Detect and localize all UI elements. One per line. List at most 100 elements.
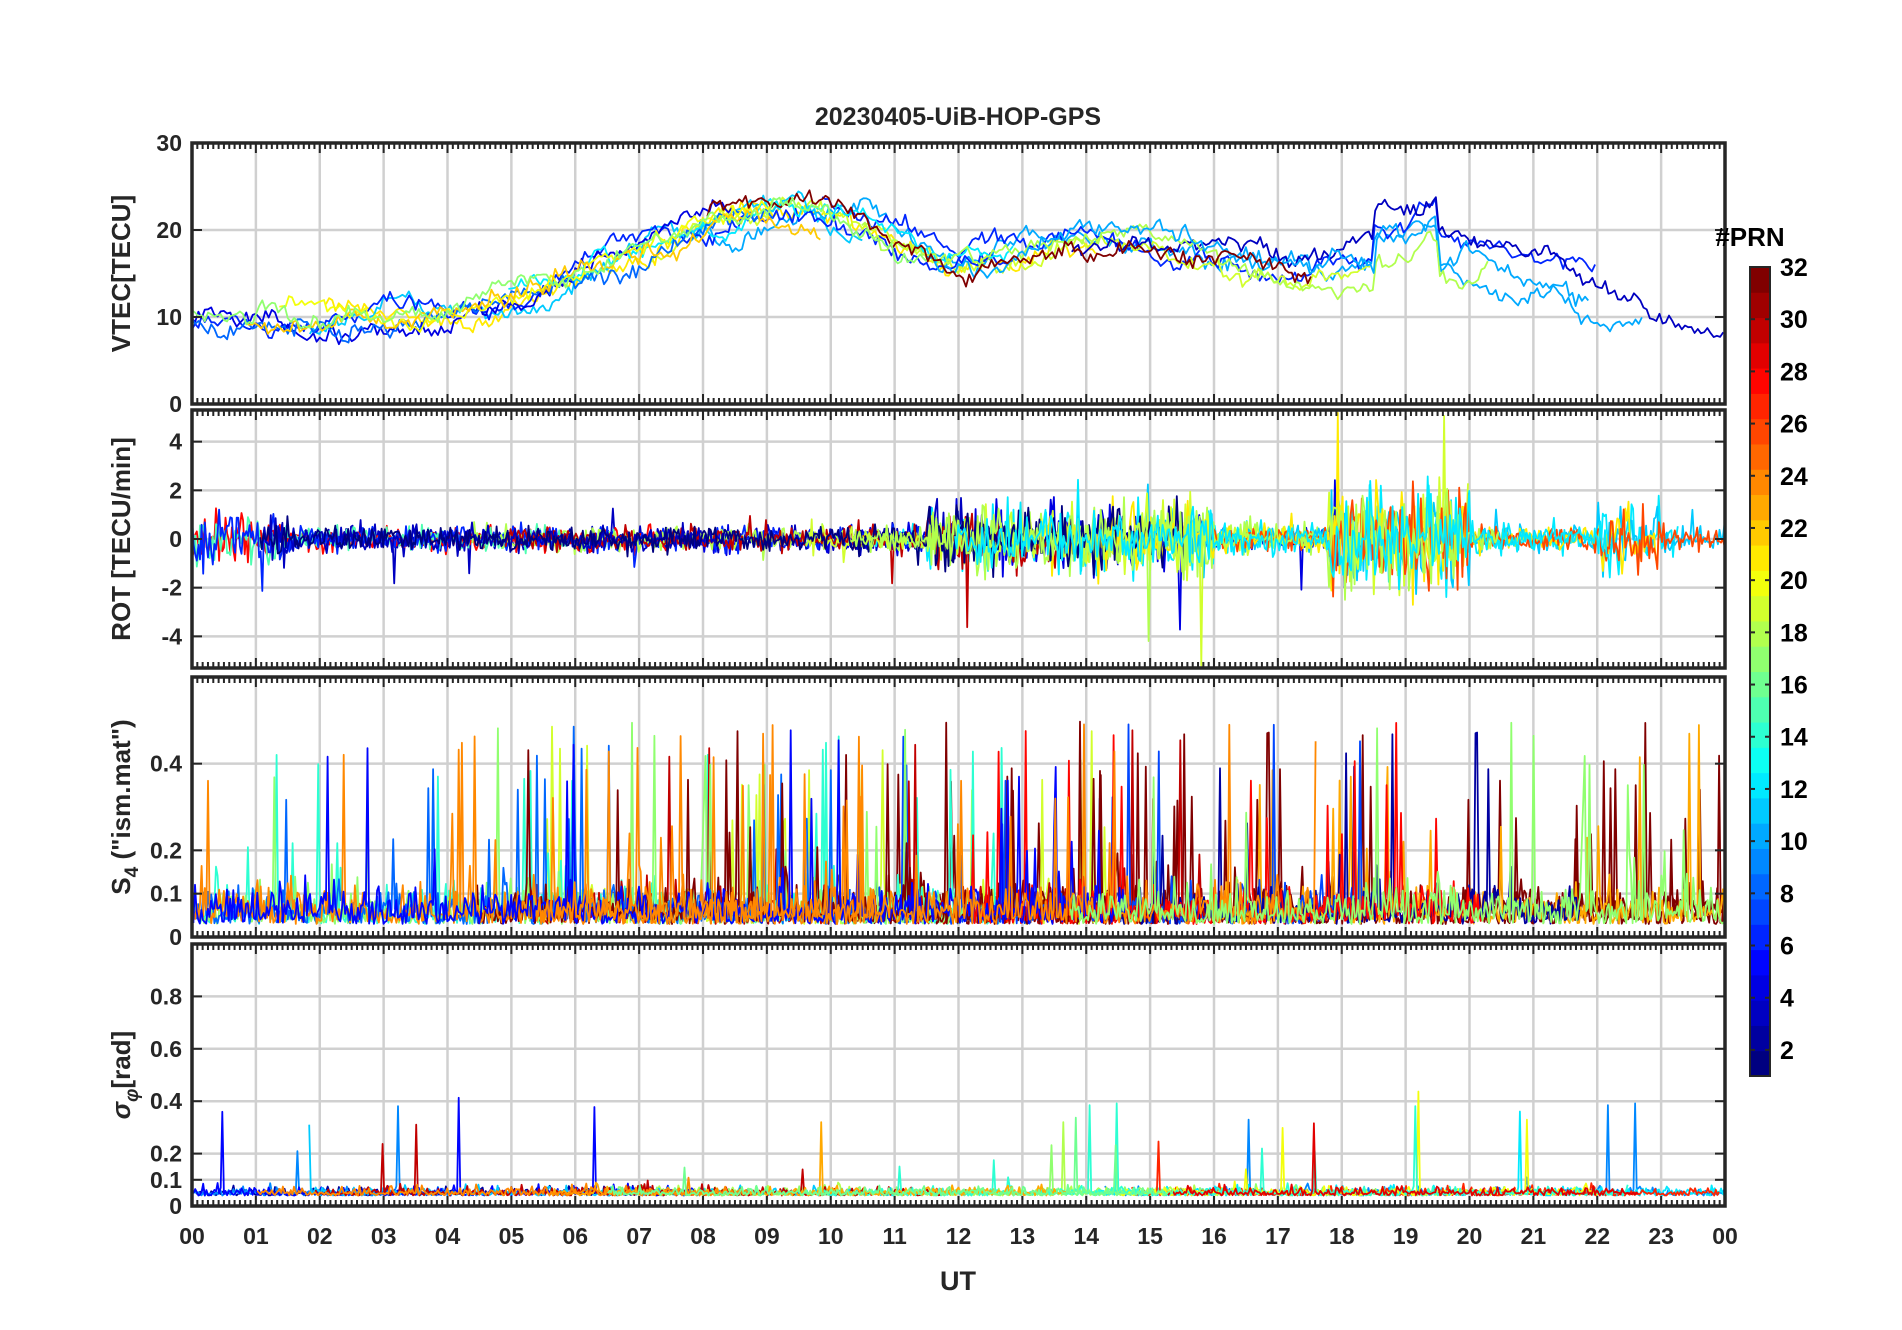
series-prn-16 (607, 1116, 1175, 1197)
x-tick-label: 05 (499, 1223, 525, 1249)
y-tick-label-rot: 4 (169, 429, 182, 455)
series-prn-30 (314, 1123, 971, 1197)
series-group-sigma (192, 1090, 1725, 1197)
colorbar-swatch (1750, 342, 1770, 369)
y-tick-label-rot: 0 (169, 526, 182, 552)
colorbar-swatch (1750, 949, 1770, 976)
series-group-rot (192, 411, 1725, 667)
x-tick-label: 16 (1201, 1223, 1227, 1249)
colorbar-swatch (1750, 848, 1770, 875)
colorbar-swatch (1750, 418, 1770, 445)
y-tick-label-sigma: 0 (169, 1193, 182, 1219)
colorbar-frame (1749, 266, 1771, 1077)
colorbar-swatch (1750, 595, 1770, 622)
series-prn-24 (256, 1176, 750, 1197)
series-prn-10 (926, 218, 1643, 333)
x-tick-label: 22 (1584, 1223, 1610, 1249)
grid-sigma (192, 944, 1725, 1206)
series-prn-22 (244, 206, 821, 335)
series-prn-29 (1166, 1122, 1639, 1197)
panel-rot: -4 -2 0 2 4 ROT [TECU/min] (106, 408, 1727, 670)
series-prn-12 (954, 475, 1613, 591)
series-prn-14 (804, 1102, 1629, 1197)
x-tick-label: 08 (690, 1223, 716, 1249)
series-prn-17 (192, 196, 928, 330)
colorbar-swatch (1750, 469, 1770, 496)
y-tick-label-sigma: 0.8 (150, 983, 182, 1009)
y-tick-label-s4: 0.1 (150, 881, 182, 907)
y-tick-label-s4: 0 (169, 924, 182, 950)
y-axis-label-rot: ROT [TECU/min] (106, 437, 136, 641)
x-tick-label: 13 (1010, 1223, 1036, 1249)
colorbar-swatch (1750, 671, 1770, 698)
colorbar-tick-label: 8 (1780, 880, 1794, 908)
ticks-s4 (191, 677, 1726, 938)
x-tick-label: 10 (818, 1223, 844, 1249)
series-prn-24 (535, 723, 1317, 925)
colorbar-swatch (1750, 317, 1770, 344)
x-tick-label: 17 (1265, 1223, 1291, 1249)
colorbar-swatch (1750, 443, 1770, 470)
y-tick-label-sigma: 0.1 (150, 1167, 182, 1193)
colorbar-tick-label: 2 (1780, 1037, 1794, 1065)
series-group-s4 (192, 720, 1725, 925)
colorbar-swatch (1750, 924, 1770, 951)
series-prn-32 (706, 189, 1312, 288)
colorbar-tick-label: 28 (1780, 358, 1808, 386)
colorbar-swatch (1750, 393, 1770, 420)
panel-s4: 0 0.1 0.2 0.4 S4 ("ism.mat") (106, 675, 1727, 950)
x-tick-label: 03 (371, 1223, 397, 1249)
y-tick-label-vtec: 10 (156, 304, 182, 330)
colorbar-swatch (1750, 1025, 1770, 1052)
x-axis-label: UT (940, 1266, 976, 1296)
colorbar-tick-label: 26 (1780, 411, 1808, 439)
series-prn-18 (861, 221, 1489, 301)
colorbar-tick-label: 16 (1780, 672, 1808, 700)
colorbar-swatch (1750, 696, 1770, 723)
x-tick-label: 06 (562, 1223, 588, 1249)
x-tick-label: 00 (179, 1223, 205, 1249)
colorbar-swatch (1750, 519, 1770, 546)
colorbar-swatch (1750, 899, 1770, 925)
series-prn-30 (504, 512, 1058, 629)
x-tick-label: 00 (1712, 1223, 1738, 1249)
colorbar-swatch (1750, 646, 1770, 672)
y-tick-label-rot: -2 (162, 575, 182, 601)
colorbar-tick-label: 12 (1780, 776, 1808, 804)
colorbar-swatch (1750, 545, 1770, 571)
colorbar-swatch (1750, 747, 1770, 774)
x-tick-label: 04 (435, 1223, 461, 1249)
colorbar-tick-label: 14 (1780, 724, 1808, 752)
x-tick-label: 01 (243, 1223, 269, 1249)
colorbar-tick-label: 32 (1780, 254, 1808, 282)
series-prn-19 (650, 196, 1371, 291)
colorbar-swatch (1750, 1050, 1770, 1077)
x-tick-label: 18 (1329, 1223, 1355, 1249)
x-tick-label: 11 (882, 1223, 907, 1249)
panel-vtec: 0 10 20 30 VTEC[TECU] (106, 130, 1727, 417)
x-tick-label: 21 (1521, 1223, 1547, 1249)
series-group-vtec (192, 189, 1725, 346)
y-tick-label-vtec: 0 (169, 391, 182, 417)
colorbar-tick-label: 4 (1780, 985, 1794, 1013)
colorbar-swatch (1750, 267, 1770, 293)
x-tick-label: 15 (1137, 1223, 1163, 1249)
colorbar-swatch (1750, 873, 1770, 900)
colorbar-tick-label: 30 (1780, 306, 1808, 334)
colorbar-tick-label: 10 (1780, 828, 1808, 856)
series-prn-6 (192, 508, 920, 592)
colorbar-swatch (1750, 823, 1770, 849)
colorbar-swatch (1750, 620, 1770, 647)
ticks-vtec (191, 142, 1726, 405)
ticks-rot (191, 410, 1726, 668)
y-tick-label-sigma: 0.2 (150, 1141, 182, 1167)
x-tick-label: 20 (1457, 1223, 1483, 1249)
colorbar-swatch (1750, 722, 1770, 748)
y-tick-label-rot: 2 (169, 477, 182, 503)
panel-sigma: 00.10.2 0.4 0.6 0.8 σφ[rad] 00 01 02 03 04 05 06 07 0… (106, 942, 1738, 1249)
chart-title: 20230405-UiB-HOP-GPS (815, 103, 1101, 131)
x-tick-label: 07 (626, 1223, 652, 1249)
